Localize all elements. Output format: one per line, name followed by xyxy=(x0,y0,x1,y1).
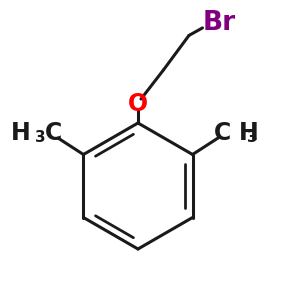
Text: H: H xyxy=(239,121,259,145)
Text: H: H xyxy=(11,121,31,145)
Text: O: O xyxy=(128,92,148,116)
Text: 3: 3 xyxy=(247,130,258,146)
Text: C: C xyxy=(44,121,62,145)
Text: C: C xyxy=(214,121,232,145)
Text: Br: Br xyxy=(202,11,236,36)
Text: 3: 3 xyxy=(35,130,46,146)
